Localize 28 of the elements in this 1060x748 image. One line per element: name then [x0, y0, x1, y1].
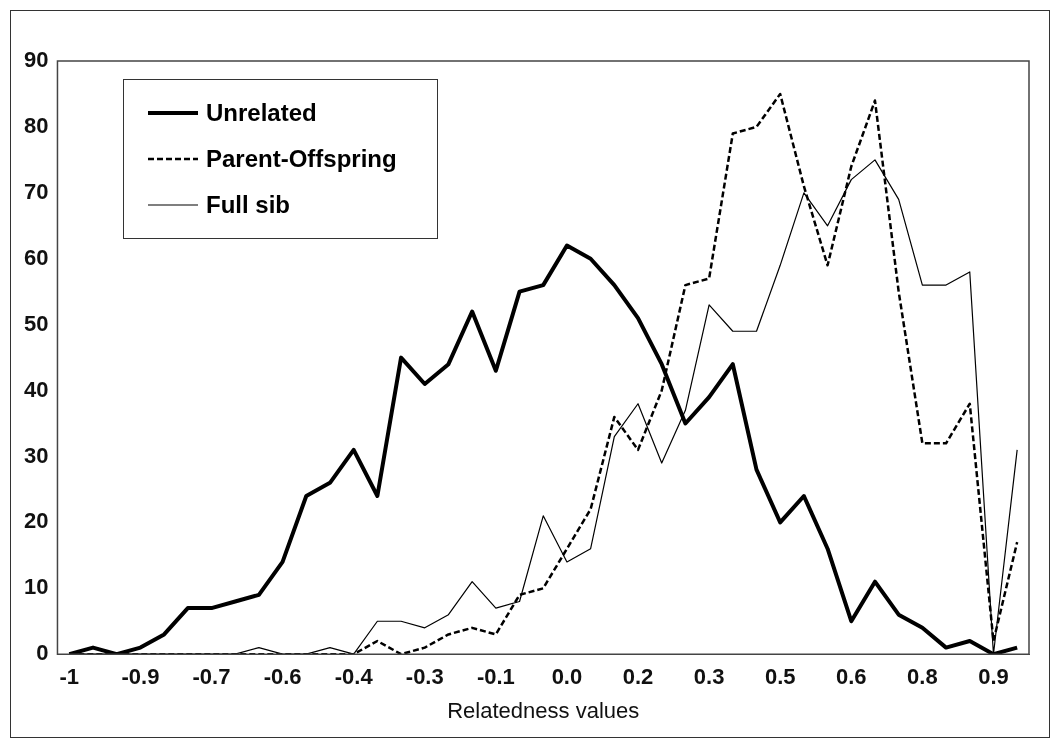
x-tick-label: 0.8	[907, 664, 938, 690]
y-tick-label: 40	[23, 376, 49, 402]
x-tick-label: 0.5	[764, 664, 796, 690]
y-tick-label: 30	[23, 442, 49, 468]
x-tick-label: 0.2	[622, 664, 654, 690]
x-tick-label: 0.6	[835, 664, 867, 690]
y-tick-label: 60	[23, 244, 49, 270]
y-tick-label: 50	[23, 310, 49, 336]
y-tick-label: 10	[23, 574, 49, 600]
x-axis-title: Relatedness values	[447, 697, 640, 723]
x-tick-label: 0.3	[693, 664, 725, 690]
y-tick-label: 0	[36, 640, 49, 666]
y-tick-label: 70	[23, 178, 49, 204]
y-tick-label: 20	[23, 508, 49, 534]
x-tick-label: -0.9	[121, 664, 160, 690]
x-tick-label: 0.9	[978, 664, 1009, 690]
x-tick-label: -0.3	[405, 664, 444, 690]
legend-label: Full sib	[206, 191, 290, 219]
x-tick-label: -1	[59, 664, 80, 690]
y-tick-label: 90	[23, 47, 49, 73]
legend-label: Parent-Offspring	[206, 145, 397, 173]
x-tick-label: -0.4	[334, 664, 374, 690]
y-tick-label: 80	[23, 112, 49, 138]
x-tick-label: -0.1	[476, 664, 515, 690]
x-tick-label: -0.6	[263, 664, 302, 690]
x-tick-label: 0.0	[551, 664, 583, 690]
legend-label: Unrelated	[206, 99, 317, 127]
x-tick-label: -0.7	[192, 664, 231, 690]
